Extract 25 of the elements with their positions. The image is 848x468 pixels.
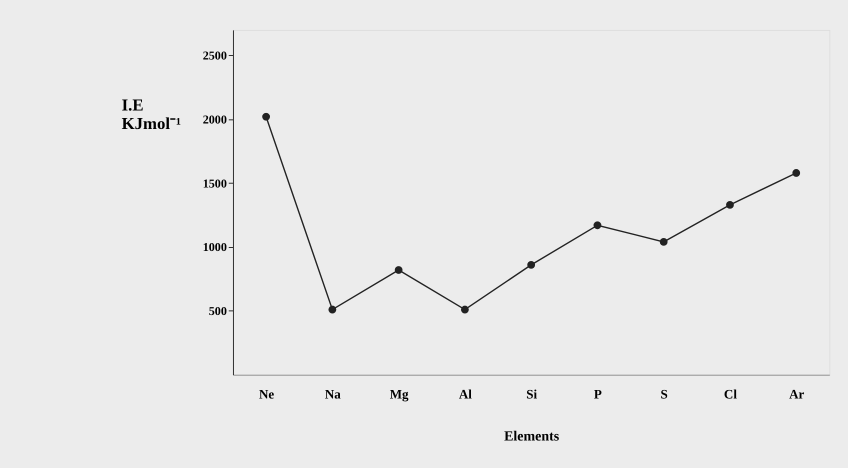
x-tick-label: Al	[458, 386, 472, 402]
y-tick-label: 1000	[202, 240, 227, 254]
point	[594, 221, 602, 230]
x-tick-label: Na	[324, 386, 342, 402]
y-tick-label: 2000	[202, 112, 227, 127]
point	[461, 306, 469, 314]
y-tick-label: 500	[208, 304, 227, 318]
y-tick-label: 2500	[202, 48, 227, 63]
point	[262, 112, 270, 121]
x-tick-label: P	[594, 386, 602, 402]
point	[792, 169, 800, 177]
y-tick-label: 1500	[202, 176, 227, 190]
point	[527, 261, 536, 269]
point	[394, 266, 403, 274]
point	[328, 306, 336, 314]
x-tick-label: Ne	[258, 386, 274, 402]
x-tick-label: Cl	[724, 386, 738, 402]
x-tick-label: Si	[526, 386, 538, 402]
x-axis-title: Elements	[504, 429, 560, 444]
x-tick-label: Ar	[789, 386, 805, 402]
x-tick-label: S	[660, 386, 668, 402]
point	[726, 200, 734, 209]
y-axis-title: I.E KJmol⁻¹	[122, 96, 182, 134]
point	[660, 238, 668, 246]
x-tick-label: Mg	[390, 386, 409, 402]
